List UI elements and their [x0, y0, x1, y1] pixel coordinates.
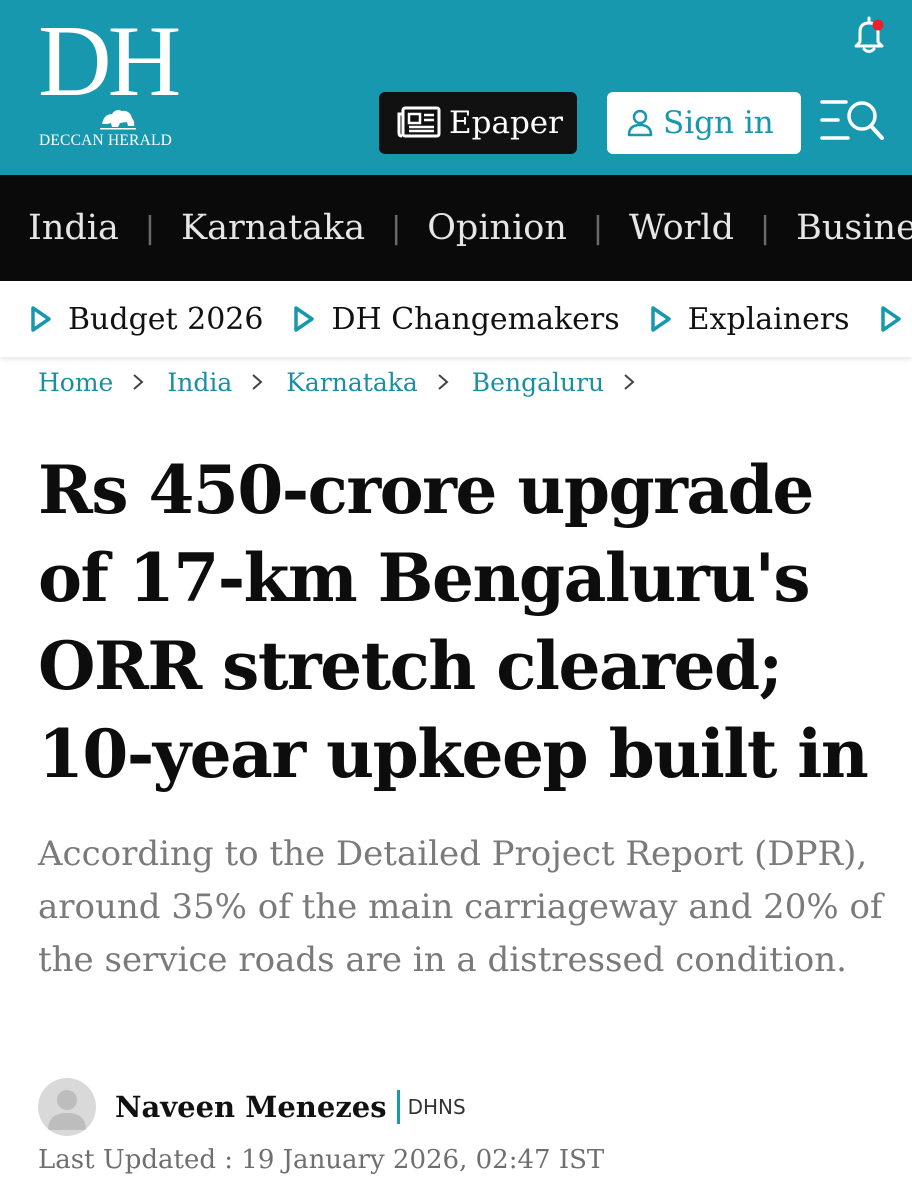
subnav-label: Explainers — [687, 301, 850, 337]
sign-in-label: Sign in — [663, 105, 774, 141]
logo-name: DECCAN HERALD — [39, 132, 173, 149]
default-avatar-icon — [48, 1090, 86, 1130]
play-triangle-icon — [650, 306, 671, 332]
epaper-label: Epaper — [449, 105, 563, 141]
play-triangle-icon — [31, 306, 51, 332]
byline: Naveen Menezes DHNS — [115, 1085, 466, 1129]
trending-navigation: Budget 2026 DH Changemakers Explainers — [0, 281, 912, 357]
breadcrumb-india[interactable]: India — [167, 367, 233, 397]
news-agency: DHNS — [407, 1095, 466, 1119]
deccan-herald-logo[interactable]: DH DECCAN HERALD — [38, 5, 194, 152]
subnav-item-dh-changemakers[interactable]: DH Changemakers — [293, 301, 620, 337]
subnav-item-explainers[interactable]: Explainers — [650, 302, 850, 337]
user-icon — [627, 109, 653, 137]
byline-divider — [396, 1090, 400, 1124]
nav-item-business[interactable]: Business — [796, 208, 912, 248]
nav-divider: | — [391, 210, 402, 246]
nav-item-opinion[interactable]: Opinion — [427, 208, 567, 248]
breadcrumb-bengaluru[interactable]: Bengaluru — [471, 367, 605, 397]
logo-mark: DH — [38, 5, 181, 118]
subnav-item-budget-2026[interactable]: Budget 2026 — [30, 302, 263, 337]
article-headline: Rs 450-crore upgrade of 17-km Bengaluru'… — [38, 451, 869, 793]
lion-emblem-icon — [100, 110, 136, 130]
breadcrumb: Home India Karnataka Bengaluru — [38, 364, 658, 400]
article-summary: According to the Detailed Project Report… — [38, 834, 883, 980]
breadcrumb-home[interactable]: Home — [38, 367, 114, 397]
nav-divider: | — [760, 210, 771, 246]
notification-bell-icon[interactable] — [849, 14, 889, 56]
play-triangle-icon — [294, 306, 315, 332]
chevron-right-icon — [252, 374, 263, 390]
site-header: DH DECCAN HERALD Epaper Sign in — [0, 0, 912, 175]
nav-divider: | — [592, 210, 603, 246]
newspaper-icon — [397, 106, 441, 138]
nav-item-world[interactable]: World — [629, 208, 734, 248]
breadcrumb-karnataka[interactable]: Karnataka — [286, 367, 418, 397]
chevron-right-icon — [133, 374, 144, 390]
subnav-label: Budget 2026 — [68, 301, 264, 337]
main-navigation: India | Karnataka | Opinion | World | Bu… — [0, 175, 912, 281]
epaper-button[interactable]: Epaper — [379, 92, 577, 154]
nav-item-india[interactable]: India — [28, 208, 119, 248]
nav-divider: | — [144, 210, 155, 246]
play-triangle-icon — [880, 306, 901, 332]
sign-in-button[interactable]: Sign in — [607, 92, 801, 154]
subnav-item-next[interactable] — [880, 305, 912, 333]
menu-search-icon[interactable] — [820, 96, 888, 144]
chevron-right-icon — [624, 374, 635, 390]
author-name[interactable]: Naveen Menezes — [115, 1090, 387, 1124]
chevron-right-icon — [438, 374, 449, 390]
subnav-label: DH Changemakers — [331, 301, 620, 337]
last-updated: Last Updated : 19 January 2026, 02:47 IS… — [38, 1145, 605, 1175]
author-avatar[interactable] — [38, 1078, 96, 1136]
nav-item-karnataka[interactable]: Karnataka — [180, 208, 366, 248]
